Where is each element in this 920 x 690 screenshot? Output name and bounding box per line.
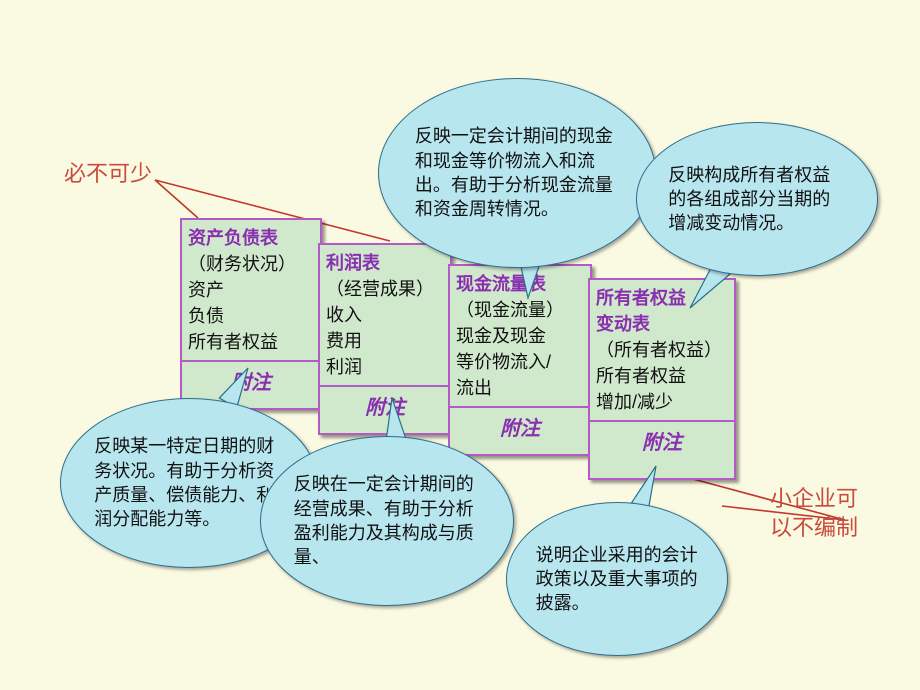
bubble-text: 说明企业采用的会计政策以及重大事项的披露。 [536,543,699,616]
bubble-text: 反映在一定会计期间的经营成果、有助于分析盈利能力及其构成与质量、 [294,472,480,569]
bubble-text: 反映构成所有者权益的各组成部分当期的增减变动情况。 [668,163,846,236]
bubble-b-cashflow: 反映一定会计期间的现金和现金等价物流入和流出。有助于分析现金流量和资金周转情况。 [378,78,656,268]
bubble-tail [386,398,406,441]
bubble-text: 反映一定会计期间的现金和现金等价物流入和流出。有助于分析现金流量和资金周转情况。 [415,124,619,221]
bubble-b-equity: 反映构成所有者权益的各组成部分当期的增减变动情况。 [636,122,878,276]
bubble-text: 反映某一特定日期的财务状况。有助于分析资产质量、偿债能力、利润分配能力等。 [94,434,283,531]
bubble-b-income: 反映在一定会计期间的经营成果、有助于分析盈利能力及其构成与质量、 [260,436,514,606]
bubble-b-notes: 说明企业采用的会计政策以及重大事项的披露。 [506,502,728,656]
